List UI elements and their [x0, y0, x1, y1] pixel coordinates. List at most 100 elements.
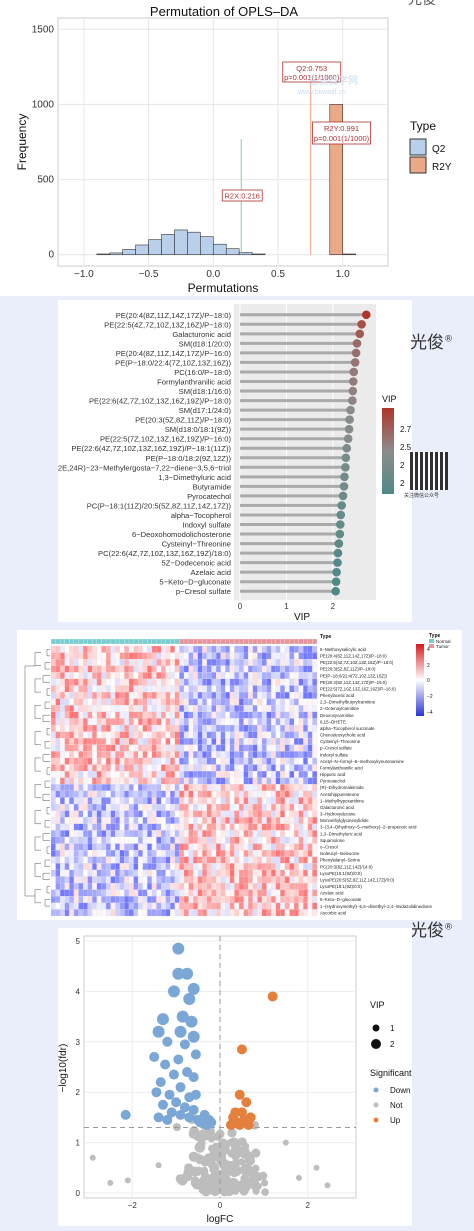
heatmap-cell: [197, 718, 203, 726]
heatmap-cell: [115, 889, 120, 897]
heatmap-cell: [312, 771, 318, 778]
heatmap-cell: [225, 764, 230, 772]
heatmap-cell: [243, 672, 249, 680]
heatmap-cell: [284, 771, 290, 778]
heatmap-cell: [105, 685, 111, 693]
point-not: [194, 1142, 206, 1153]
heatmap-cell: [229, 645, 235, 653]
heatmap-cell: [115, 803, 120, 811]
heatmap-cell: [170, 678, 175, 686]
heatmap-cell: [183, 698, 189, 706]
group-cell: [60, 638, 65, 645]
heatmap-cell: [289, 823, 295, 831]
heatmap-cell: [92, 724, 97, 732]
heatmap-cell: [220, 645, 226, 653]
heatmap-cell: [55, 705, 61, 712]
heatmap-cell: [257, 698, 263, 706]
heatmap-cell: [289, 902, 295, 910]
row-label: o−Cresol: [320, 845, 338, 850]
heatmap-cell: [174, 718, 180, 726]
heatmap-cell: [225, 738, 230, 745]
heatmap-cell: [78, 830, 84, 838]
heatmap-cell: [266, 645, 272, 653]
heatmap-cell: [115, 771, 120, 778]
heatmap-cell: [128, 836, 134, 844]
heatmap-cell: [225, 652, 230, 660]
heatmap-cell: [138, 751, 143, 759]
heatmap-cell: [110, 744, 116, 752]
heatmap-cell: [271, 784, 276, 791]
heatmap-cell: [105, 830, 111, 838]
metabolite-label: PE(22:6(4Z,7Z,10Z,13Z,16Z,19Z)/P−18:0): [89, 397, 231, 406]
heatmap-cell: [229, 803, 235, 811]
heatmap-cell: [284, 902, 290, 910]
heatmap-cell: [156, 843, 162, 851]
heatmap-cell: [101, 738, 107, 745]
heatmap-cell: [156, 744, 162, 752]
heatmap-cell: [165, 817, 171, 824]
heatmap-cell: [55, 665, 61, 673]
heatmap-cell: [248, 823, 253, 831]
heatmap-cell: [188, 843, 194, 851]
heatmap-cell: [303, 777, 308, 785]
heatmap-cell: [229, 856, 235, 864]
heatmap-cell: [280, 659, 285, 666]
row-label: 3−Hydroxydecane: [320, 812, 356, 817]
heatmap-cell: [271, 757, 276, 765]
heatmap-cell: [211, 882, 217, 890]
metabolite-label: PC(P−18:1(11Z)/20:5(5Z,8Z,11Z,14Z,17Z)): [87, 501, 232, 510]
heatmap-cell: [252, 869, 258, 877]
annotation-lines: Q2:0.753p=0.001(1/1000)R2Y:0.991p=0.001(…: [221, 61, 371, 255]
heatmap-cell: [284, 803, 290, 811]
heatmap-cell: [307, 836, 313, 844]
q2-bar: [212, 243, 227, 256]
heatmap-cell: [303, 731, 308, 739]
heatmap-cell: [298, 659, 304, 666]
heatmap-cell: [261, 777, 267, 785]
heatmap-cell: [147, 882, 152, 890]
heatmap-cell: [193, 744, 198, 752]
heatmap-cell: [271, 843, 276, 851]
heatmap-cell: [83, 771, 88, 778]
y-tick-label: 2: [76, 1088, 81, 1097]
heatmap-cell: [202, 784, 208, 791]
heatmap-cell: [197, 909, 203, 917]
heatmap-cell: [303, 896, 308, 903]
dendrogram-branch: [34, 889, 41, 904]
brand-text-vip: 光俊®: [410, 333, 453, 353]
heatmap-cell: [170, 645, 175, 653]
heatmap-cell: [307, 850, 313, 857]
heatmap-cell: [197, 882, 203, 890]
heatmap-cell: [275, 902, 281, 910]
heatmap-cell: [275, 731, 281, 739]
heatmap-cell: [160, 685, 166, 693]
heatmap-cell: [147, 889, 152, 897]
heatmap-cell: [83, 692, 88, 699]
heatmap-cell: [298, 757, 304, 765]
heatmap-cell: [124, 685, 130, 693]
heatmap-cell: [147, 665, 152, 673]
heatmap-cell: [183, 711, 189, 719]
heatmap-cell: [69, 692, 75, 699]
heatmap-cell: [179, 810, 185, 818]
heatmap-cell: [225, 869, 230, 877]
heatmap-cell: [243, 817, 249, 824]
heatmap-cell: [170, 705, 175, 712]
heatmap-cell: [55, 777, 61, 785]
heatmap-cell: [138, 810, 143, 818]
heatmap-cell: [64, 790, 70, 798]
heatmap-cell: [64, 731, 70, 739]
heatmap-cell: [133, 698, 139, 706]
heatmap-cell: [105, 659, 111, 666]
heatmap-cell: [307, 751, 313, 759]
heatmap-cell: [78, 803, 84, 811]
x-tick-label: 0: [238, 602, 243, 611]
heatmap-cell: [238, 652, 244, 660]
heatmap-cell: [202, 902, 208, 910]
heatmap-cell: [257, 764, 263, 772]
heatmap-cell: [238, 731, 244, 739]
heatmap-cell: [101, 810, 107, 818]
heatmap-cell: [138, 863, 143, 870]
heatmap-cell: [216, 902, 221, 910]
heatmap-cell: [128, 797, 134, 805]
